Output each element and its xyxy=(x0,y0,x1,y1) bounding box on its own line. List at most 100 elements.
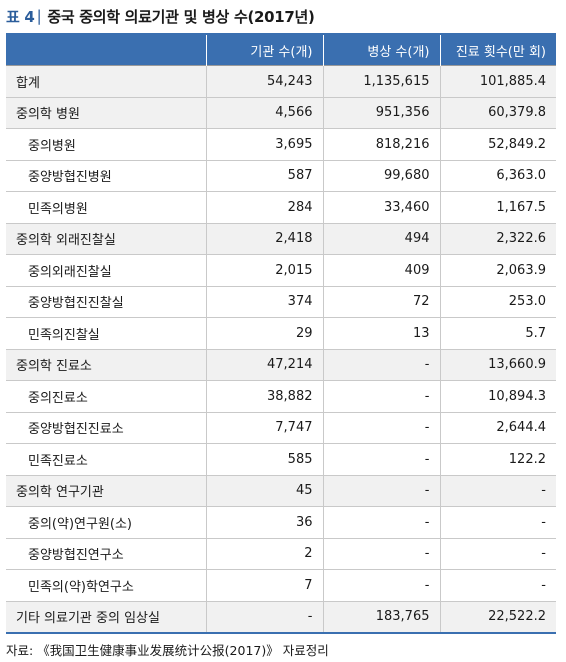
cell-visits: - xyxy=(439,537,556,570)
cell-institutions: 29 xyxy=(205,317,323,349)
table-row: 민족진료소 585-122.2 xyxy=(6,443,556,475)
row-label: 민족의(약)학연구소 xyxy=(6,569,206,601)
cell-institutions: 374 xyxy=(205,285,323,318)
data-table: 기관 수(개) 병상 수(개) 진료 횟수(만 회) 합계 54,243 1,135… xyxy=(6,33,556,634)
table-row: 중양방협진진찰실 374 72 253.0 xyxy=(6,285,556,318)
cell-visits: 10,894.3 xyxy=(439,380,556,412)
column-header-beds: 병상 수(개) xyxy=(322,34,440,66)
table-row: 민족의병원 284 33,460 1,167.5 xyxy=(6,191,556,223)
table-body: 합계 54,243 1,135,615 101,885.4 중의학 병원 4,566 951… xyxy=(6,65,556,633)
row-label: 중의학 병원 xyxy=(6,96,206,129)
cell-beds: - xyxy=(322,348,440,381)
cell-visits: 101,885.4 xyxy=(439,65,556,97)
cell-visits: - xyxy=(439,506,556,538)
cell-beds: - xyxy=(322,380,440,412)
cell-visits: 13,660.9 xyxy=(439,348,556,381)
cell-beds: 183,765 xyxy=(322,600,440,633)
source-note: 자료: 《我国卫生健康事业发展统计公报(2017)》 자료정리 xyxy=(6,643,329,658)
cell-institutions: 2,015 xyxy=(205,254,323,286)
row-label: 중의진료소 xyxy=(6,380,206,412)
cell-visits: - xyxy=(439,569,556,601)
cell-beds: - xyxy=(322,537,440,570)
row-label: 민족의진찰실 xyxy=(6,317,206,349)
row-label: 민족의병원 xyxy=(6,191,206,223)
table-row: 중의(약)연구원(소) 36- - xyxy=(6,506,556,538)
cell-beds: 13 xyxy=(322,317,440,349)
table-row: 민족의진찰실 29 13 5.7 xyxy=(6,317,556,349)
table-row: 중의진료소 38,882-10,894.3 xyxy=(6,380,556,412)
table-title: 표 4 | 중국 중의학 의료기관 및 병상 수(2017년) xyxy=(6,2,315,30)
cell-beds: - xyxy=(322,411,440,444)
cell-beds: 72 xyxy=(322,285,440,318)
cell-institutions: 284 xyxy=(205,191,323,223)
row-label: 중의외래진찰실 xyxy=(6,254,206,286)
table-row: 중의외래진찰실 2,015 409 2,063.9 xyxy=(6,254,556,286)
cell-visits: 5.7 xyxy=(439,317,556,349)
column-header-category xyxy=(6,34,206,66)
cell-institutions: 7 xyxy=(205,569,323,601)
cell-visits: 2,063.9 xyxy=(439,254,556,286)
row-label: 기타 의료기관 중의 임상실 xyxy=(6,600,206,633)
cell-beds: 818,216 xyxy=(322,128,440,160)
row-label: 중의학 외래진찰실 xyxy=(6,222,206,255)
column-header-visits: 진료 횟수(만 회) xyxy=(439,34,556,66)
cell-visits: 122.2 xyxy=(439,443,556,475)
cell-institutions: 45 xyxy=(205,474,323,507)
row-label: 중의(약)연구원(소) xyxy=(6,506,206,538)
cell-visits: 22,522.2 xyxy=(439,600,556,633)
cell-visits: 1,167.5 xyxy=(439,191,556,223)
table-row: 기타 의료기관 중의 임상실 -183,765 22,522.2 xyxy=(6,600,556,633)
cell-beds: 1,135,615 xyxy=(322,65,440,97)
cell-beds: 494 xyxy=(322,222,440,255)
cell-beds: 33,460 xyxy=(322,191,440,223)
cell-visits: 6,363.0 xyxy=(439,159,556,192)
cell-institutions: 4,566 xyxy=(205,96,323,129)
cell-visits: 2,322.6 xyxy=(439,222,556,255)
row-label: 중양방협진병원 xyxy=(6,159,206,192)
cell-beds: - xyxy=(322,443,440,475)
table-row: 중의학 연구기관 45- - xyxy=(6,474,556,507)
table-row: 중양방협진병원 587 99,680 6,363.0 xyxy=(6,159,556,192)
table-number: 표 4 xyxy=(6,7,35,26)
cell-institutions: 38,882 xyxy=(205,380,323,412)
cell-institutions: 54,243 xyxy=(205,65,323,97)
cell-institutions: 585 xyxy=(205,443,323,475)
cell-institutions: - xyxy=(205,600,323,633)
cell-beds: - xyxy=(322,474,440,507)
cell-beds: 99,680 xyxy=(322,159,440,192)
row-label: 중양방협진진료소 xyxy=(6,411,206,444)
row-label: 민족진료소 xyxy=(6,443,206,475)
row-label: 중양방협진진찰실 xyxy=(6,285,206,318)
cell-visits: 253.0 xyxy=(439,285,556,318)
title-separator-icon: | xyxy=(36,7,42,25)
table-row: 민족의(약)학연구소 7- - xyxy=(6,569,556,601)
table-row: 중의병원 3,695 818,216 52,849.2 xyxy=(6,128,556,160)
table-row: 중의학 병원 4,566 951,356 60,379.8 xyxy=(6,96,556,129)
cell-visits: - xyxy=(439,474,556,507)
cell-institutions: 587 xyxy=(205,159,323,192)
table-row: 중양방협진연구소 2- - xyxy=(6,537,556,570)
row-label: 합계 xyxy=(6,65,206,97)
cell-beds: 409 xyxy=(322,254,440,286)
table-row: 중의학 외래진찰실 2,418 494 2,322.6 xyxy=(6,222,556,255)
row-label: 중의병원 xyxy=(6,128,206,160)
column-header-institutions: 기관 수(개) xyxy=(205,34,323,66)
table-title-text: 중국 중의학 의료기관 및 병상 수(2017년) xyxy=(47,7,315,26)
cell-visits: 60,379.8 xyxy=(439,96,556,129)
cell-beds: 951,356 xyxy=(322,96,440,129)
table-header-row: 기관 수(개) 병상 수(개) 진료 횟수(만 회) xyxy=(6,34,556,66)
cell-institutions: 2 xyxy=(205,537,323,570)
table-row: 중양방협진진료소 7,747-2,644.4 xyxy=(6,411,556,444)
cell-visits: 52,849.2 xyxy=(439,128,556,160)
cell-institutions: 7,747 xyxy=(205,411,323,444)
cell-institutions: 36 xyxy=(205,506,323,538)
cell-institutions: 2,418 xyxy=(205,222,323,255)
table-row: 합계 54,243 1,135,615 101,885.4 xyxy=(6,65,556,97)
table-row: 중의학 진료소 47,214-13,660.9 xyxy=(6,348,556,381)
row-label: 중의학 연구기관 xyxy=(6,474,206,507)
cell-beds: - xyxy=(322,569,440,601)
cell-visits: 2,644.4 xyxy=(439,411,556,444)
row-label: 중의학 진료소 xyxy=(6,348,206,381)
cell-institutions: 47,214 xyxy=(205,348,323,381)
